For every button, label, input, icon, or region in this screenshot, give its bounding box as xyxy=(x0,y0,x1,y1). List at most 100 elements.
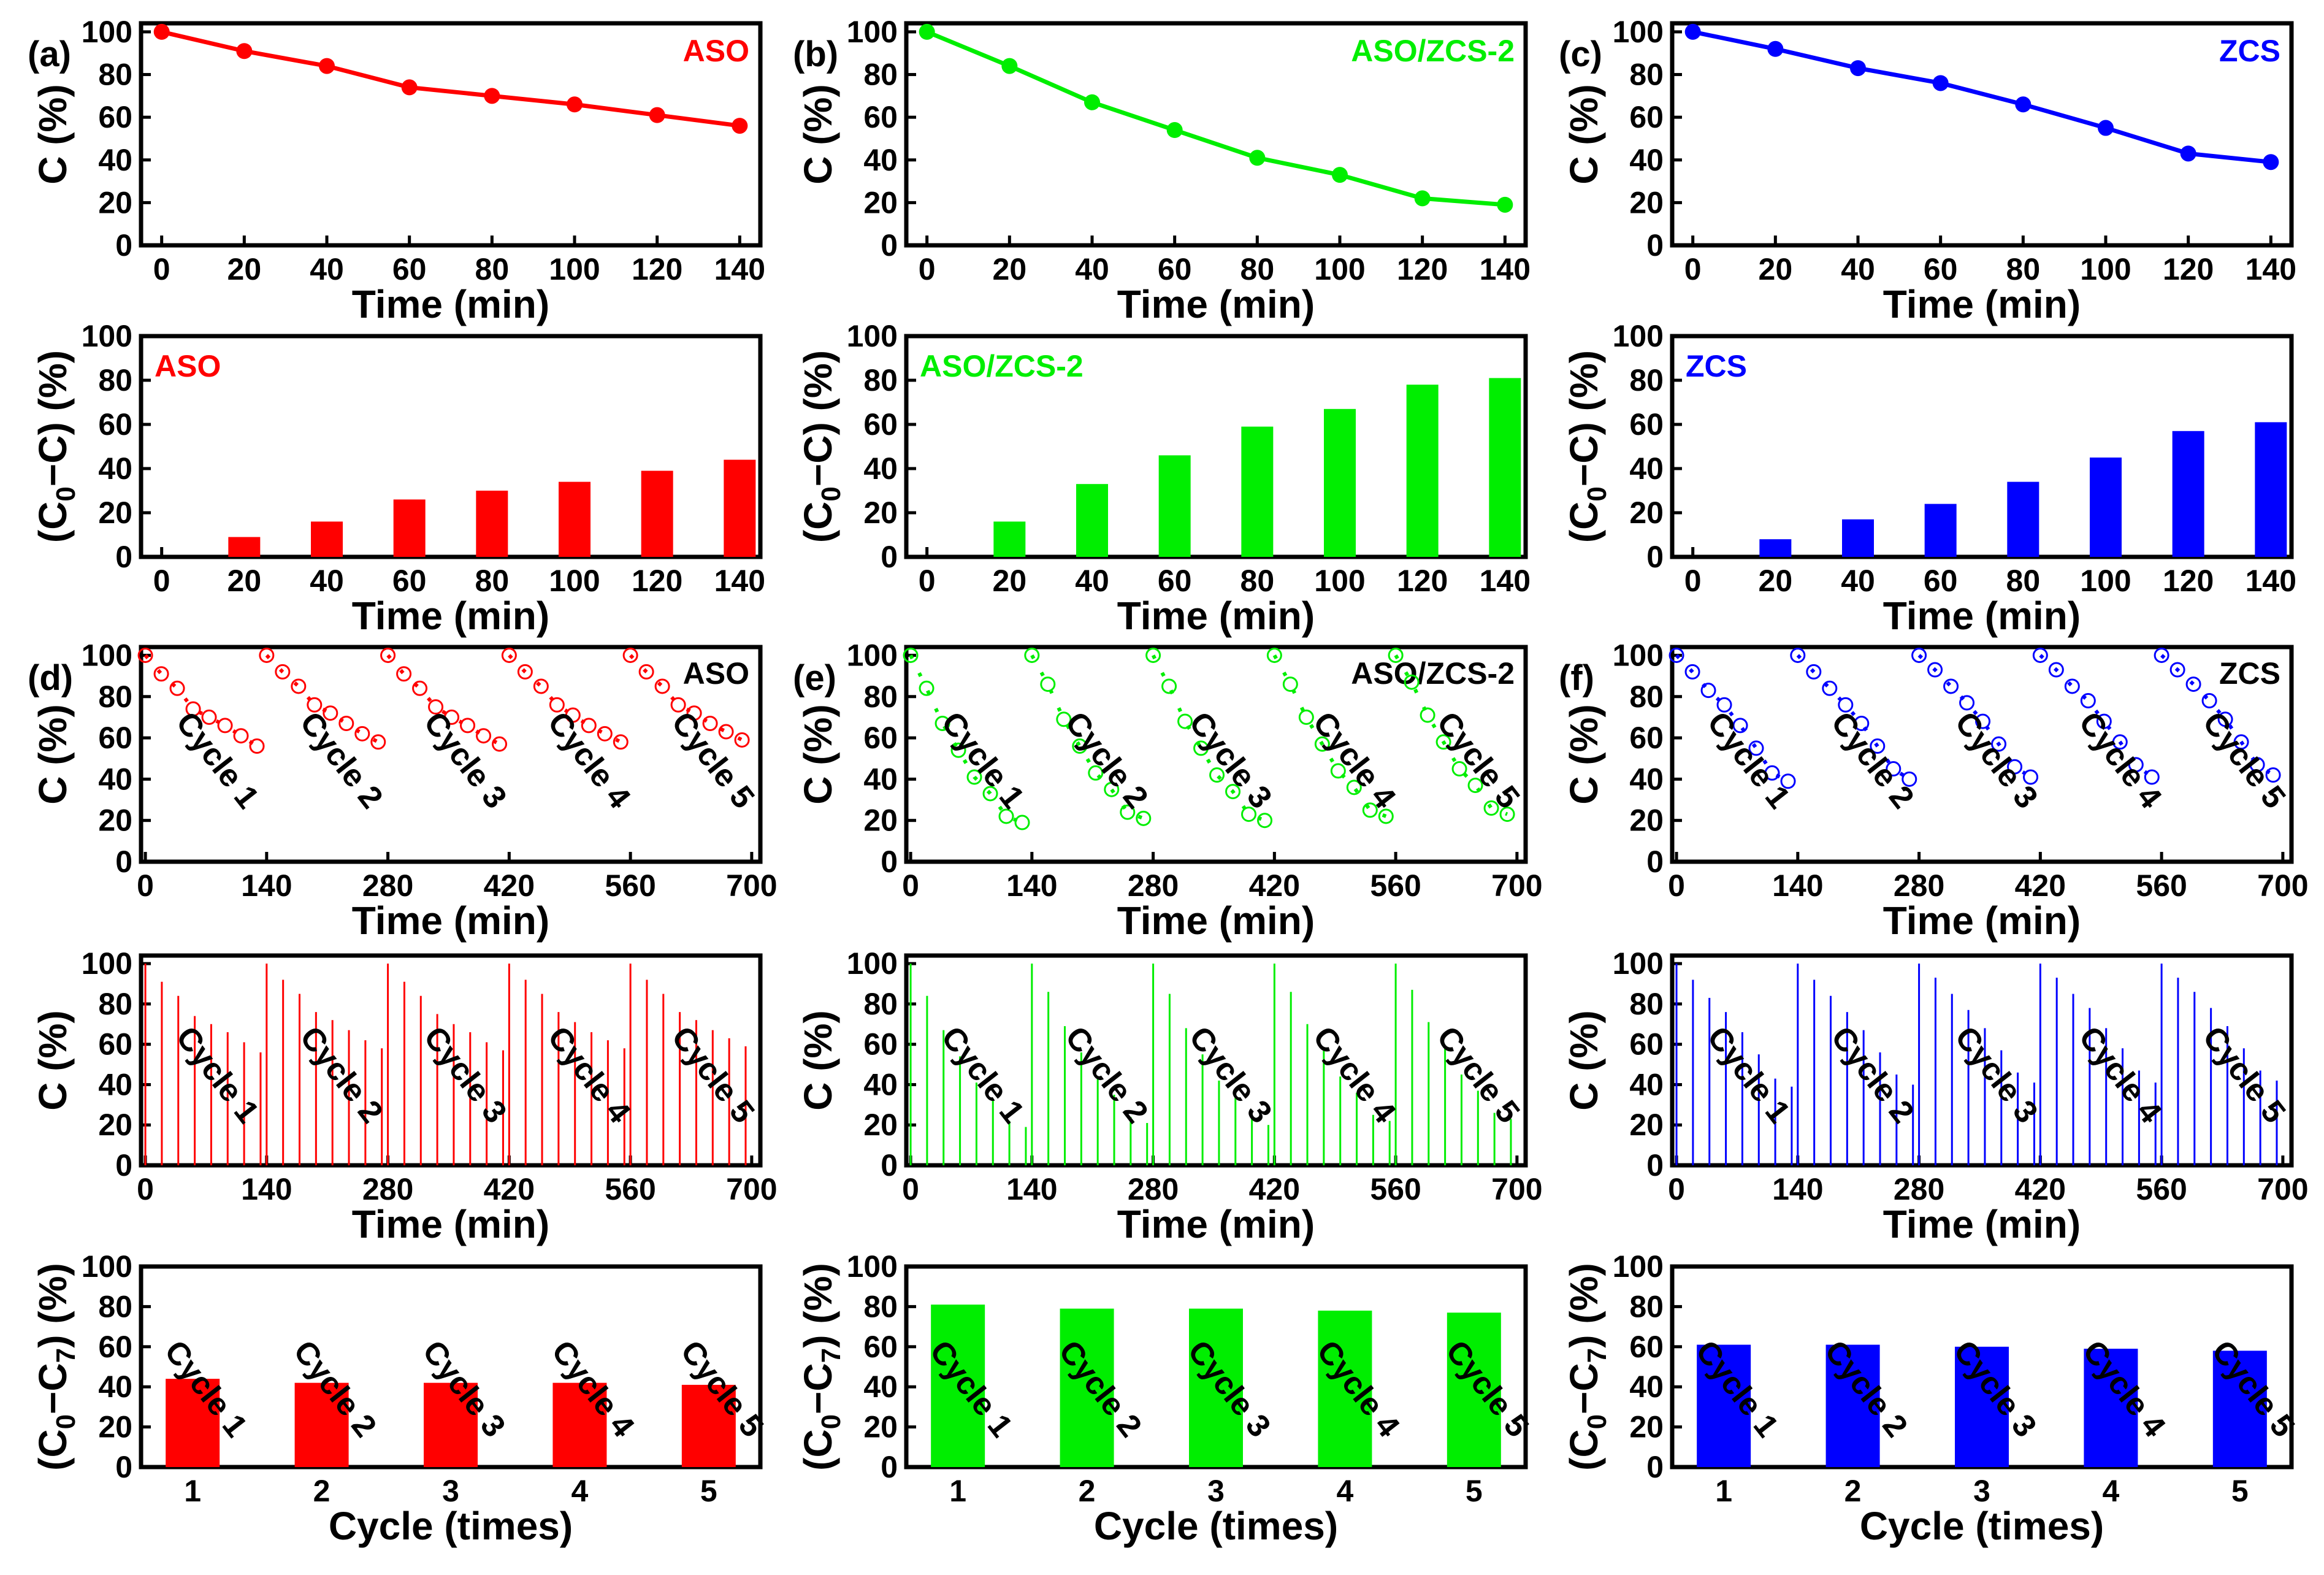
x-tick-label: 280 xyxy=(1894,1172,1944,1206)
data-point xyxy=(1024,647,1040,663)
cycle-line xyxy=(143,654,258,748)
y-tick-label: 40 xyxy=(98,762,132,796)
panel-label: (f) xyxy=(1559,658,1594,698)
x-tick-label: 20 xyxy=(993,252,1027,286)
cycle-label: Cycle 4 xyxy=(541,1020,638,1130)
x-tick-label: 60 xyxy=(1158,252,1192,286)
x-tick-label: 560 xyxy=(1370,1172,1421,1206)
x-tick-label: 5 xyxy=(700,1474,717,1508)
cycle-line xyxy=(1917,654,2032,779)
y-tick-label: 60 xyxy=(98,721,132,755)
y-tick-label: 20 xyxy=(863,1108,898,1142)
cycle-label: Cycle 1 xyxy=(935,705,1031,815)
x-tick-label: 0 xyxy=(919,564,936,598)
data-point xyxy=(567,96,583,113)
x-tick-label: 120 xyxy=(632,252,682,286)
y-axis-label: C (%) xyxy=(796,704,840,805)
x-axis-label: Time (min) xyxy=(352,282,549,326)
y-tick-label: 40 xyxy=(1629,762,1664,796)
data-point xyxy=(153,23,170,40)
x-tick-label: 420 xyxy=(1249,868,1300,903)
y-tick-label: 80 xyxy=(98,58,132,92)
x-tick-label: 40 xyxy=(310,564,344,598)
y-axis-label: (C0−C) (%) xyxy=(31,350,81,543)
y-tick-label: 100 xyxy=(847,946,898,981)
bar xyxy=(2090,458,2122,557)
data-point xyxy=(1451,761,1467,777)
data-point xyxy=(2180,145,2196,162)
x-tick-label: 140 xyxy=(1006,1172,1057,1206)
data-point xyxy=(1298,709,1314,725)
y-tick-label: 40 xyxy=(863,762,898,796)
data-point xyxy=(1822,680,1838,696)
data-point xyxy=(1161,678,1177,694)
cycle-label: Cycle 2 xyxy=(1058,705,1155,815)
y-tick-label: 100 xyxy=(847,319,898,353)
y-tick-label: 0 xyxy=(1646,845,1664,879)
x-tick-label: 0 xyxy=(137,1172,154,1206)
data-point xyxy=(998,808,1014,824)
chart-r1c1: 0 20 40 60 80 100 0 20 40 60 80 100 120 140 Time (min)… xyxy=(28,15,765,326)
y-tick-label: 40 xyxy=(98,1067,132,1102)
data-point xyxy=(732,118,748,134)
bar xyxy=(393,499,426,557)
data-point xyxy=(1209,767,1225,783)
plot-frame xyxy=(904,334,1528,559)
y-label-subscript: 0 xyxy=(51,486,81,501)
data-point xyxy=(2096,713,2112,729)
data-point xyxy=(1767,40,1784,57)
x-tick-label: 140 xyxy=(1480,564,1531,598)
y-label-part: (C xyxy=(31,502,75,543)
y-tick-label: 40 xyxy=(1629,1067,1664,1102)
data-point xyxy=(2048,662,2064,678)
y-axis-label: C (%) xyxy=(796,1010,840,1111)
data-point xyxy=(1378,808,1394,824)
x-tick-label: 0 xyxy=(1668,868,1685,903)
x-axis-label: Time (min) xyxy=(1117,899,1315,943)
x-tick-label: 140 xyxy=(1772,868,1823,903)
data-point xyxy=(2098,120,2114,136)
y-tick-label: 80 xyxy=(98,363,132,397)
y-axis-label: C (%) xyxy=(1562,704,1606,805)
y-tick-label: 80 xyxy=(863,987,898,1021)
x-tick-label: 3 xyxy=(1973,1474,1990,1508)
bar xyxy=(1489,378,1521,557)
x-tick-label: 4 xyxy=(571,1474,589,1508)
y-axis-label: (C0−C7) (%) xyxy=(796,1263,846,1471)
x-tick-label: 0 xyxy=(153,564,170,598)
x-tick-label: 40 xyxy=(1841,564,1875,598)
y-label-part: ) (%) xyxy=(796,1263,840,1348)
data-point xyxy=(1136,810,1152,826)
x-axis-label: Cycle (times) xyxy=(1094,1504,1338,1548)
y-label-part: (C xyxy=(796,1429,840,1471)
data-point xyxy=(412,680,428,696)
bar xyxy=(1324,408,1356,557)
plot-frame xyxy=(1670,953,2294,1168)
y-tick-label: 80 xyxy=(98,680,132,714)
data-point xyxy=(401,79,418,96)
data-point xyxy=(307,697,323,713)
x-tick-label: 140 xyxy=(241,1172,292,1206)
x-tick-label: 280 xyxy=(1894,868,1944,903)
data-point xyxy=(185,701,201,717)
cycle-label: Cycle 4 xyxy=(541,705,638,815)
y-tick-label: 20 xyxy=(98,1108,132,1142)
x-tick-label: 20 xyxy=(227,252,262,286)
chart-r2c3: 0 20 40 60 80 100 0 20 40 60 80 100 120 140 Time (min)… xyxy=(1562,319,2296,638)
data-point xyxy=(249,738,265,754)
chart-r2c2: 0 20 40 60 80 100 0 20 40 60 80 100 120 140 Time (min)… xyxy=(796,319,1531,638)
x-tick-label: 700 xyxy=(2257,1172,2308,1206)
data-point xyxy=(1241,807,1257,822)
y-label-part: −C xyxy=(796,1363,840,1414)
y-tick-label: 60 xyxy=(1629,1330,1664,1364)
plot-frame xyxy=(1670,645,2294,864)
plot-frame xyxy=(904,645,1528,864)
x-tick-label: 140 xyxy=(1006,868,1057,903)
y-axis-label: (C0−C) (%) xyxy=(796,350,846,543)
data-point xyxy=(460,718,476,734)
data-point xyxy=(1991,736,2007,752)
plot-frame xyxy=(139,21,763,248)
y-label-subscript: 7 xyxy=(816,1348,846,1363)
x-tick-label: 2 xyxy=(313,1474,331,1508)
